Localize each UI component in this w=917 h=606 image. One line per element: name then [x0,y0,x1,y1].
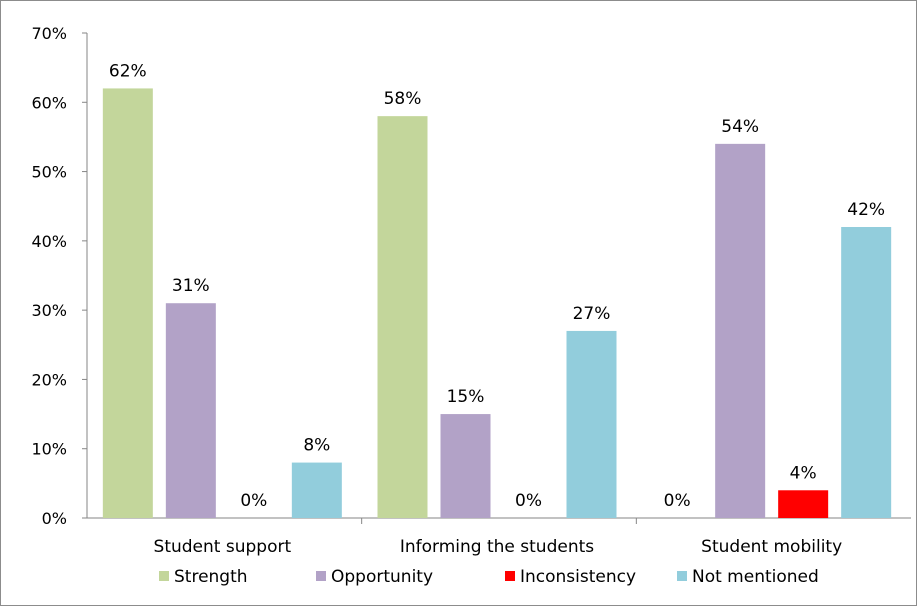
y-tick-label: 30% [31,301,67,320]
bar [377,116,428,519]
y-axis: 0% 10% 20% 30% 40% 50% 60% 70% [31,24,88,528]
bar [841,227,892,518]
bar [566,330,617,518]
legend: Strength Opportunity Inconsistency Not ment… [159,567,819,587]
y-tick-label: 50% [31,163,67,182]
bar [715,143,766,518]
y-tick-label: 60% [31,93,67,112]
x-tick-label: Student mobility [701,537,842,557]
bars [102,88,892,519]
bar [440,414,491,518]
bar [102,88,153,518]
legend-label: Opportunity [331,567,433,587]
data-label: 4% [790,463,817,483]
data-label: 8% [303,436,330,456]
bar [165,303,216,518]
legend-label: Inconsistency [520,567,636,587]
legend-label: Not mentioned [692,567,819,587]
data-label: 62% [109,61,147,81]
bar [778,490,829,518]
x-tick-label: Informing the students [400,537,594,557]
legend-label: Strength [174,567,248,587]
legend-swatch [505,571,515,581]
legend-swatch [677,571,687,581]
y-tick-label: 40% [31,232,67,251]
data-label: 42% [847,200,885,220]
legend-swatch [159,571,169,581]
x-axis: Student support Informing the students Stu… [87,517,911,557]
x-tick-label: Student support [154,537,292,557]
data-label: 0% [240,491,267,511]
data-label: 58% [384,89,422,109]
data-label: 15% [447,387,485,407]
bar [291,462,342,518]
legend-swatch [316,571,326,581]
y-tick-label: 70% [31,24,67,43]
data-label: 0% [664,491,691,511]
y-tick-label: 20% [31,370,67,389]
y-tick-label: 10% [31,440,67,459]
y-tick-label: 0% [42,509,67,528]
data-label: 31% [172,276,210,296]
data-label: 54% [721,117,759,137]
data-label: 0% [515,491,542,511]
data-label: 27% [573,304,611,324]
data-labels: 62% 31% 0% 8% 58% 15% 0% 27% 0% 54% 4% 42% [109,61,885,511]
